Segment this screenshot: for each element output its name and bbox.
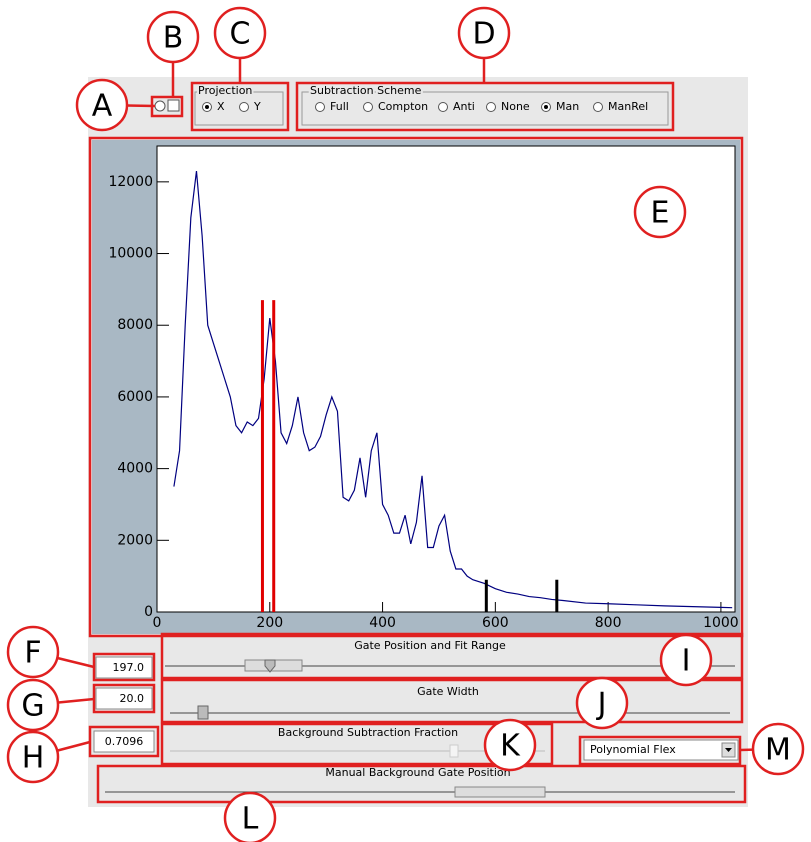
x-tick-label: 1000 <box>703 615 739 631</box>
annotation-circle <box>483 718 537 772</box>
annotation-label: A <box>92 89 113 124</box>
radio-label: Full <box>330 100 349 113</box>
checkbox[interactable] <box>154 100 166 112</box>
annotation-label: C <box>230 17 251 52</box>
radio-dot <box>205 105 209 109</box>
radio-label: Compton <box>378 100 428 113</box>
radio[interactable] <box>438 102 448 112</box>
slider-thumb[interactable] <box>197 705 209 720</box>
x-tick-label: 200 <box>256 615 283 631</box>
x-tick-label: 800 <box>595 615 622 631</box>
y-tick-label: 6000 <box>117 389 153 405</box>
text-field[interactable] <box>95 687 153 710</box>
dropdown-arrow <box>725 748 732 752</box>
annotation-circle <box>75 78 129 132</box>
radio-label: ManRel <box>608 100 648 113</box>
y-tick-label: 8000 <box>117 317 153 333</box>
annotation-circle <box>659 633 713 687</box>
radio[interactable] <box>363 102 373 112</box>
radio-label: Man <box>556 100 579 113</box>
slider-label: Manual Background Gate Position <box>325 766 510 779</box>
radio[interactable] <box>486 102 496 112</box>
x-tick-label: 600 <box>482 615 509 631</box>
slider-thumb[interactable] <box>454 786 546 798</box>
radio-dot <box>544 105 548 109</box>
field-value: 197.0 <box>113 661 145 674</box>
slider-label: Gate Position and Fit Range <box>354 639 506 652</box>
annotation-circle <box>751 722 805 776</box>
annotation-label: B <box>163 21 184 56</box>
annotation-label: E <box>651 196 670 231</box>
text-field[interactable] <box>93 730 155 753</box>
annotation-label: L <box>242 802 259 837</box>
slider-label: Gate Width <box>417 685 479 698</box>
radio[interactable] <box>239 102 249 112</box>
y-tick-label: 4000 <box>117 461 153 477</box>
radio-label: Y <box>253 100 261 113</box>
radio-label: None <box>501 100 530 113</box>
annotation-circle <box>457 6 511 60</box>
text-field[interactable] <box>95 656 153 679</box>
radio[interactable] <box>315 102 325 112</box>
dropdown-value: Polynomial Flex <box>590 743 676 756</box>
y-tick-label: 0 <box>144 604 153 620</box>
annotation-label: G <box>21 689 44 724</box>
x-tick-label: 0 <box>153 615 162 631</box>
spectrum <box>173 171 733 609</box>
annotation-label: F <box>24 636 41 671</box>
annotation-circle <box>633 185 687 239</box>
group-box <box>194 91 284 126</box>
annotation-circle <box>223 791 277 842</box>
y-tick-label: 12000 <box>108 174 153 190</box>
annotation-label: D <box>472 17 495 52</box>
group-box <box>301 91 669 126</box>
slider-label: Background Subtraction Fraction <box>278 726 458 739</box>
annotation-label: H <box>22 741 45 776</box>
field-value: 20.0 <box>120 692 145 705</box>
x-tick-label: 400 <box>369 615 396 631</box>
group-title: Subtraction Scheme <box>310 84 422 97</box>
annotation-label: I <box>682 644 691 679</box>
annotation-label: M <box>765 733 791 768</box>
y-tick-label: 2000 <box>117 532 153 548</box>
annotation-circle <box>146 10 200 64</box>
annotation-circle <box>575 676 629 730</box>
y-tick-label: 10000 <box>108 246 153 262</box>
radio-label: X <box>217 100 225 113</box>
annotation-circle <box>213 6 267 60</box>
field-value: 0.7096 <box>105 735 144 748</box>
checkbox[interactable] <box>167 99 180 112</box>
slider-pointer[interactable] <box>264 659 276 673</box>
annotation-circle <box>6 625 60 679</box>
group-title: Projection <box>198 84 252 97</box>
radio-label: Anti <box>453 100 475 113</box>
dropdown[interactable] <box>583 739 739 761</box>
annotation-circle <box>6 730 60 784</box>
annotation-label: J <box>596 687 607 722</box>
radio[interactable] <box>593 102 603 112</box>
annotation-circle <box>6 678 60 732</box>
annotation-label: K <box>500 729 521 764</box>
slider-thumb[interactable] <box>449 744 459 758</box>
